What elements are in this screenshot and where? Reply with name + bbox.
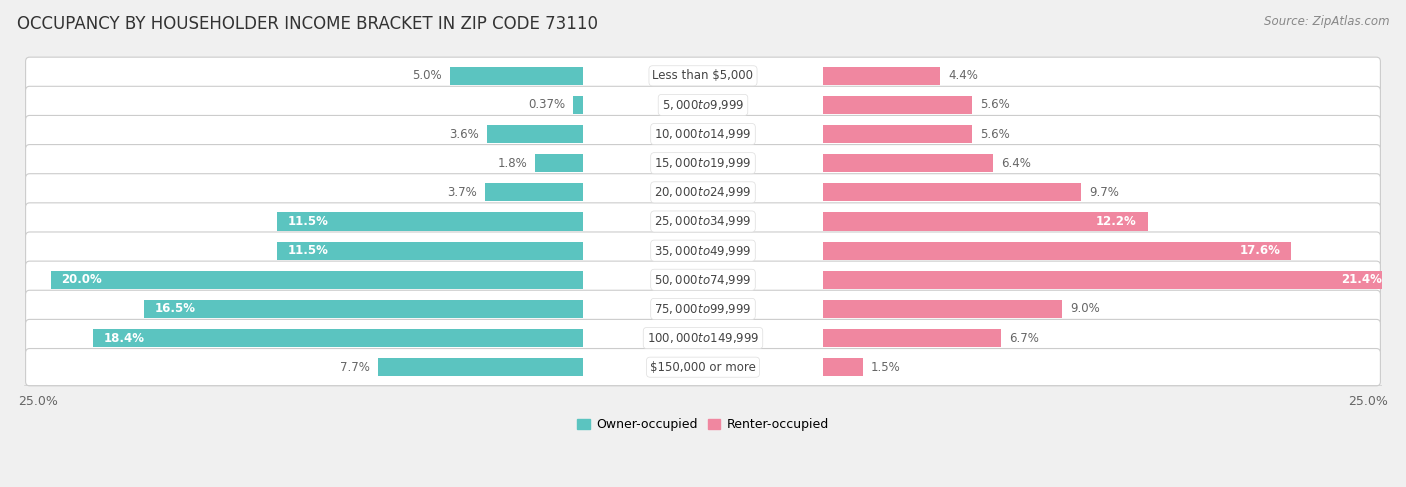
Bar — [574, 96, 583, 114]
Text: 6.7%: 6.7% — [1010, 332, 1039, 344]
Text: $100,000 to $149,999: $100,000 to $149,999 — [647, 331, 759, 345]
Text: $5,000 to $9,999: $5,000 to $9,999 — [662, 98, 744, 112]
Text: 5.6%: 5.6% — [980, 98, 1010, 112]
Text: 1.8%: 1.8% — [498, 157, 527, 170]
FancyBboxPatch shape — [25, 290, 1381, 328]
Text: 3.7%: 3.7% — [447, 186, 477, 199]
FancyBboxPatch shape — [25, 174, 1381, 211]
Text: 11.5%: 11.5% — [288, 215, 329, 228]
Text: $35,000 to $49,999: $35,000 to $49,999 — [654, 244, 752, 258]
Text: 16.5%: 16.5% — [155, 302, 195, 316]
Text: 9.0%: 9.0% — [1070, 302, 1099, 316]
Text: 20.0%: 20.0% — [62, 273, 103, 286]
Bar — [536, 154, 583, 172]
Text: 3.6%: 3.6% — [450, 128, 479, 141]
Bar — [823, 96, 972, 114]
Bar — [823, 212, 1147, 230]
FancyBboxPatch shape — [25, 115, 1381, 153]
Bar — [488, 125, 583, 143]
Text: 12.2%: 12.2% — [1097, 215, 1137, 228]
Bar — [485, 183, 583, 202]
Text: 0.37%: 0.37% — [529, 98, 565, 112]
Text: Source: ZipAtlas.com: Source: ZipAtlas.com — [1264, 15, 1389, 28]
Bar — [378, 358, 583, 376]
Text: $150,000 or more: $150,000 or more — [650, 361, 756, 374]
FancyBboxPatch shape — [25, 86, 1381, 124]
Text: 18.4%: 18.4% — [104, 332, 145, 344]
FancyBboxPatch shape — [25, 349, 1381, 386]
Legend: Owner-occupied, Renter-occupied: Owner-occupied, Renter-occupied — [572, 413, 834, 436]
Text: $75,000 to $99,999: $75,000 to $99,999 — [654, 302, 752, 316]
Text: $10,000 to $14,999: $10,000 to $14,999 — [654, 127, 752, 141]
Text: $15,000 to $19,999: $15,000 to $19,999 — [654, 156, 752, 170]
Bar — [823, 300, 1063, 318]
Bar — [823, 271, 1392, 289]
FancyBboxPatch shape — [25, 57, 1381, 94]
Text: $20,000 to $24,999: $20,000 to $24,999 — [654, 186, 752, 199]
Bar — [823, 242, 1291, 260]
Bar — [450, 67, 583, 85]
Bar — [823, 183, 1081, 202]
Bar — [823, 154, 993, 172]
Bar — [277, 242, 583, 260]
Text: 7.7%: 7.7% — [340, 361, 370, 374]
Text: $25,000 to $34,999: $25,000 to $34,999 — [654, 214, 752, 228]
Text: 21.4%: 21.4% — [1341, 273, 1382, 286]
Bar — [823, 67, 939, 85]
FancyBboxPatch shape — [25, 145, 1381, 182]
Bar — [93, 329, 583, 347]
Text: 17.6%: 17.6% — [1240, 244, 1281, 257]
FancyBboxPatch shape — [25, 203, 1381, 240]
Bar — [823, 329, 1001, 347]
Text: $50,000 to $74,999: $50,000 to $74,999 — [654, 273, 752, 287]
FancyBboxPatch shape — [25, 261, 1381, 299]
Text: Less than $5,000: Less than $5,000 — [652, 69, 754, 82]
Text: OCCUPANCY BY HOUSEHOLDER INCOME BRACKET IN ZIP CODE 73110: OCCUPANCY BY HOUSEHOLDER INCOME BRACKET … — [17, 15, 598, 33]
Text: 5.6%: 5.6% — [980, 128, 1010, 141]
FancyBboxPatch shape — [25, 232, 1381, 269]
Text: 4.4%: 4.4% — [948, 69, 977, 82]
FancyBboxPatch shape — [25, 319, 1381, 356]
Bar — [823, 358, 863, 376]
Text: 5.0%: 5.0% — [412, 69, 441, 82]
Bar — [143, 300, 583, 318]
Bar — [823, 125, 972, 143]
Text: 9.7%: 9.7% — [1090, 186, 1119, 199]
Text: 6.4%: 6.4% — [1001, 157, 1031, 170]
Text: 1.5%: 1.5% — [870, 361, 900, 374]
Text: 11.5%: 11.5% — [288, 244, 329, 257]
Bar — [51, 271, 583, 289]
Bar — [277, 212, 583, 230]
